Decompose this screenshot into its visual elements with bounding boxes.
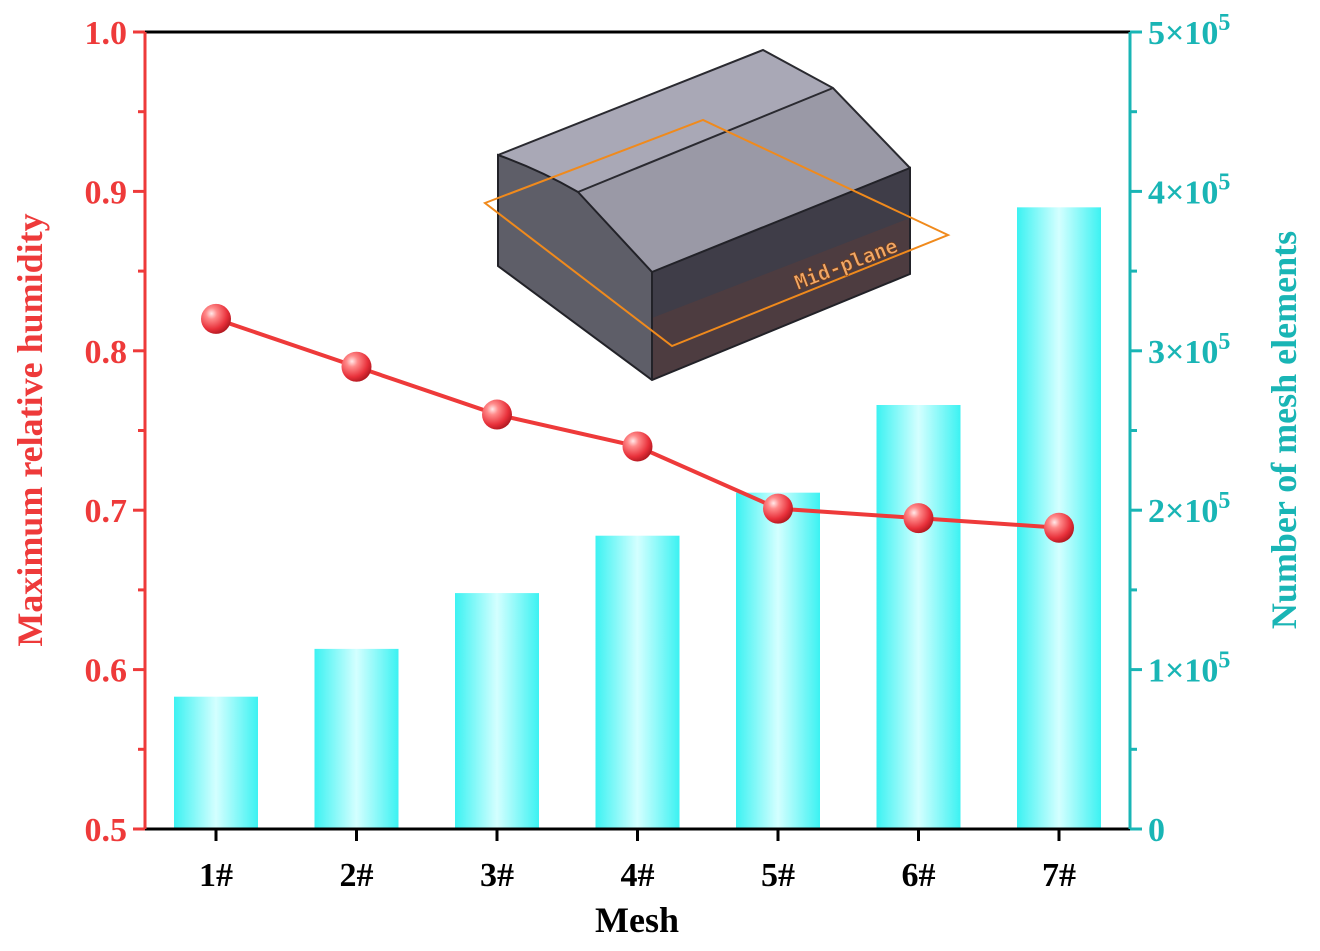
x-tick-label: 1# (199, 857, 233, 894)
left-tick-label: 0.5 (85, 812, 128, 849)
inset-roof-back (498, 50, 833, 192)
humidity-line-series (201, 303, 1074, 543)
inset-outline (497, 153, 911, 382)
left-tick-label: 1.0 (85, 15, 128, 52)
x-tick-label: 5# (761, 857, 795, 894)
humidity-point (341, 351, 372, 382)
mesh-bar (314, 648, 399, 829)
humidity-point (482, 399, 512, 430)
mesh-bar (455, 593, 539, 829)
mesh-bar (595, 535, 680, 829)
inset-midplane-shade (652, 218, 910, 380)
inset-ridge-line (577, 87, 834, 193)
left-tick-label: 0.6 (85, 653, 128, 690)
humidity-point (1044, 512, 1074, 543)
x-tick-label: 6# (902, 857, 936, 894)
right-tick-label: 1×105 (1148, 648, 1230, 690)
mesh-bar (876, 404, 961, 829)
left-axis-title: Maximum relative humidity (10, 213, 50, 646)
right-tick-label: 4×105 (1148, 169, 1230, 211)
humidity-point (763, 493, 793, 524)
left-tick-label: 0.9 (85, 174, 128, 211)
geometry-inset-image: Mid-plane (482, 48, 951, 382)
x-tick-label: 2# (340, 857, 374, 894)
right-tick-label: 5×105 (1148, 10, 1230, 52)
left-tick-label: 0.8 (85, 334, 128, 371)
right-axis-title: Number of mesh elements (1264, 231, 1304, 629)
axes-ticks: 1# 2# 3# 4# 5# 6# 7# 0.5 0.6 0.7 0.8 0.9 1.0 0 1×105 2×… (85, 10, 1231, 894)
x-tick-label: 3# (480, 857, 514, 894)
right-tick-label: 2×105 (1148, 488, 1230, 530)
right-tick-label: 0 (1148, 812, 1165, 849)
x-tick-label: 4# (621, 857, 655, 894)
mesh-elements-bars (174, 207, 1101, 830)
mesh-bar (736, 492, 820, 829)
left-tick-label: 0.7 (85, 493, 128, 530)
mid-plane-outline (482, 118, 951, 348)
humidity-point (201, 303, 231, 334)
right-tick-label: 3×105 (1148, 329, 1230, 371)
inset-roof-front (578, 88, 910, 272)
mesh-bar (174, 696, 258, 829)
x-tick-label: 7# (1042, 857, 1076, 894)
inset-ridge (497, 48, 911, 169)
humidity-point (622, 431, 653, 462)
humidity-point (903, 503, 934, 534)
x-axis-title: Mesh (595, 900, 679, 940)
inset-left-face (498, 155, 652, 380)
